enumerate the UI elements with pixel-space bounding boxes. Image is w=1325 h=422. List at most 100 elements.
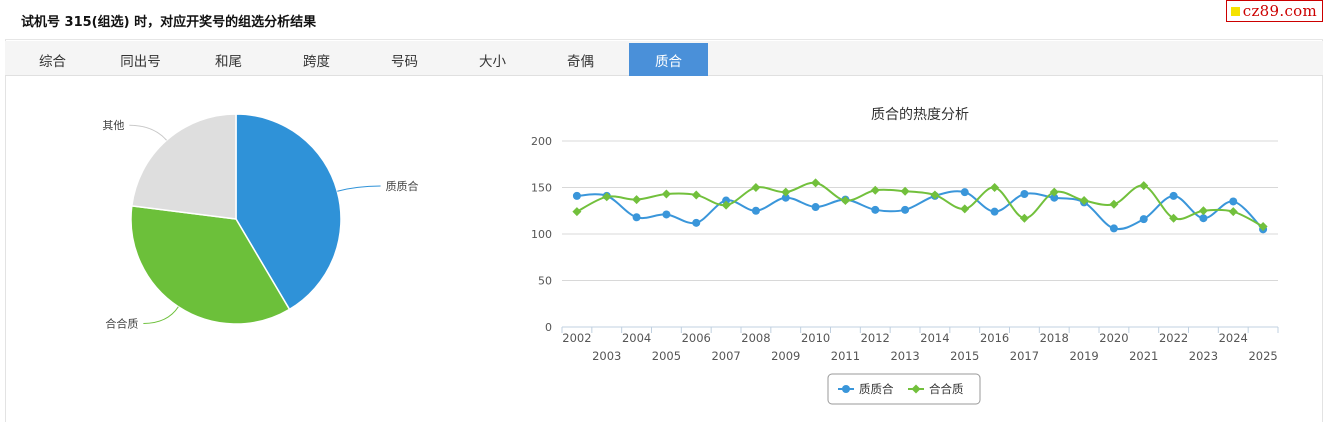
tab-haoma[interactable]: 号码 xyxy=(391,53,418,70)
data-point[interactable] xyxy=(1169,213,1179,223)
data-point[interactable] xyxy=(960,204,970,214)
data-point[interactable] xyxy=(1109,199,1119,209)
data-point[interactable] xyxy=(602,192,612,202)
legend-marker xyxy=(911,384,921,394)
data-point[interactable] xyxy=(632,195,642,205)
data-point[interactable] xyxy=(871,205,880,214)
x-tick-label: 2011 xyxy=(831,349,860,363)
x-tick-label: 2007 xyxy=(711,349,740,363)
data-point[interactable] xyxy=(811,203,820,212)
x-tick-label: 2016 xyxy=(980,331,1009,345)
x-tick-label: 2023 xyxy=(1189,349,1218,363)
data-point[interactable] xyxy=(781,193,790,202)
watermark-text: cz89.com xyxy=(1242,2,1317,20)
data-point[interactable] xyxy=(1198,206,1208,216)
data-point[interactable] xyxy=(1109,224,1118,233)
x-tick-label: 2019 xyxy=(1069,349,1098,363)
pie-slice[interactable] xyxy=(235,113,342,311)
data-point[interactable] xyxy=(721,200,731,210)
data-point[interactable] xyxy=(840,196,850,206)
pie-connector xyxy=(129,124,167,141)
data-point[interactable] xyxy=(661,189,671,199)
line-chart: 质合的热度分析050100150200200220032004200520062… xyxy=(531,107,1279,405)
data-point[interactable] xyxy=(662,210,671,219)
tab-bar: 综合 同出号 和尾 跨度 号码 大小 奇偶 质合 xyxy=(5,41,1323,76)
data-point[interactable] xyxy=(811,178,821,188)
data-point[interactable] xyxy=(900,186,910,196)
tab-zonghe[interactable]: 综合 xyxy=(39,53,66,70)
x-tick-label: 2008 xyxy=(741,331,770,345)
data-point[interactable] xyxy=(1258,222,1268,232)
data-point[interactable] xyxy=(1169,191,1178,200)
data-point[interactable] xyxy=(572,191,581,200)
data-point[interactable] xyxy=(751,183,761,192)
data-point[interactable] xyxy=(1020,190,1029,199)
data-point[interactable] xyxy=(1199,214,1208,223)
data-point[interactable] xyxy=(930,190,940,200)
content-frame xyxy=(5,0,1323,422)
data-point[interactable] xyxy=(751,206,760,215)
data-point[interactable] xyxy=(1228,207,1238,217)
pie-label: 合合质 xyxy=(105,316,138,330)
pie-connector xyxy=(143,306,179,324)
tab-jiou[interactable]: 奇偶 xyxy=(567,53,594,70)
y-tick-label: 0 xyxy=(545,321,552,334)
x-tick-label: 2002 xyxy=(562,331,591,345)
x-tick-label: 2013 xyxy=(890,349,919,363)
data-point[interactable] xyxy=(990,207,999,216)
x-tick-label: 2003 xyxy=(592,349,621,363)
legend-marker xyxy=(842,385,850,393)
pie-label: 质质合 xyxy=(386,179,419,193)
x-tick-label: 2006 xyxy=(682,331,711,345)
data-point[interactable] xyxy=(632,213,641,222)
tab-tongchuhao[interactable]: 同出号 xyxy=(120,53,161,70)
watermark-square-icon xyxy=(1230,6,1240,16)
series-line xyxy=(576,190,1264,231)
x-tick-label: 2018 xyxy=(1040,331,1069,345)
data-point[interactable] xyxy=(1229,197,1238,206)
data-point[interactable] xyxy=(691,190,701,200)
site-watermark: cz89.com xyxy=(1225,0,1323,22)
data-point[interactable] xyxy=(1139,181,1149,191)
data-point[interactable] xyxy=(722,196,731,205)
x-tick-label: 2014 xyxy=(920,331,949,345)
data-point[interactable] xyxy=(1049,187,1059,197)
x-tick-label: 2020 xyxy=(1099,331,1128,345)
pie-connector xyxy=(337,185,381,192)
legend-box xyxy=(827,373,981,405)
x-tick-label: 2004 xyxy=(622,331,651,345)
data-point[interactable] xyxy=(572,207,582,217)
legend-label[interactable]: 质质合 xyxy=(859,382,894,396)
x-tick-label: 2021 xyxy=(1129,349,1158,363)
y-tick-label: 200 xyxy=(531,135,552,148)
x-tick-label: 2025 xyxy=(1248,349,1277,363)
y-tick-label: 100 xyxy=(531,228,552,241)
data-point[interactable] xyxy=(870,185,880,195)
data-point[interactable] xyxy=(1019,213,1029,223)
tab-hewei[interactable]: 和尾 xyxy=(215,53,242,70)
data-point[interactable] xyxy=(990,183,1000,192)
x-tick-label: 2009 xyxy=(771,349,800,363)
data-point[interactable] xyxy=(1139,215,1148,224)
x-tick-label: 2022 xyxy=(1159,331,1188,345)
pie-label: 其他 xyxy=(102,119,124,132)
y-tick-label: 150 xyxy=(531,182,552,195)
title-bar: 试机号 315(组选) 时，对应开奖号的组选分析结果 xyxy=(5,0,1323,40)
data-point[interactable] xyxy=(781,187,791,197)
tab-kuadu[interactable]: 跨度 xyxy=(303,53,330,70)
data-point[interactable] xyxy=(692,218,701,227)
x-tick-label: 2017 xyxy=(1010,349,1039,363)
data-point[interactable] xyxy=(1079,196,1089,206)
tab-zhihe[interactable]: 质合 xyxy=(629,43,708,76)
pie-slice[interactable] xyxy=(130,205,291,325)
pie-slice[interactable] xyxy=(130,113,237,220)
tab-daxiao[interactable]: 大小 xyxy=(479,53,506,70)
data-point[interactable] xyxy=(1050,193,1059,202)
chart-title: 质合的热度分析 xyxy=(871,107,969,123)
data-point[interactable] xyxy=(901,205,910,214)
legend-label[interactable]: 合合质 xyxy=(929,382,964,396)
data-point[interactable] xyxy=(960,188,969,197)
x-tick-label: 2024 xyxy=(1219,331,1248,345)
y-tick-label: 50 xyxy=(538,275,552,288)
